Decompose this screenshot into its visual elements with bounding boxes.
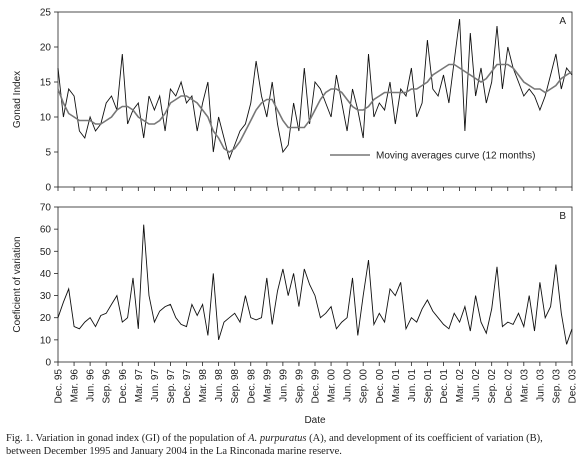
caption-text: Fig. 1. Variation in gonad index (GI) of… [6,433,249,444]
x-tick-label: Sep. 98 [230,369,241,404]
x-tick-label: Sep. 97 [166,369,177,404]
data-line [57,18,573,161]
legend-label: Moving averages curve (12 months) [376,151,536,162]
y-tick-label: 40 [40,269,52,280]
x-tick-label: Mar. 00 [327,369,338,403]
data-line [57,63,573,153]
x-tick-label: Mar. 02 [455,369,466,403]
y-tick-label: 10 [40,113,52,124]
x-tick-label: Sep. 01 [423,369,434,404]
y-tick-label: 0 [45,358,51,369]
x-tick-label: Dec. 97 [182,369,193,404]
data-line [57,224,573,345]
x-tick-label: Mar. 98 [198,369,209,403]
x-tick-label: Jun. 01 [407,369,418,402]
y-tick-label: 5 [45,148,51,159]
x-tick-label: Jun. 00 [343,369,354,402]
y-tick-label: 20 [40,313,52,324]
x-tick-label: Jun. 99 [278,369,289,402]
x-tick-label: Dec. 01 [439,369,450,404]
y-tick-label: 60 [40,225,52,236]
x-tick-label: Mar. 03 [519,369,530,403]
y-tick-label: 25 [40,8,52,19]
y-tick-label: 0 [45,183,51,194]
x-tick-label: Dec. 96 [118,369,129,404]
y-axis-title: Gonad Index [12,71,23,128]
panel-label: B [559,211,566,222]
x-tick-label: Mar. 99 [262,369,273,403]
caption-text: (A), and development of its coefficient … [6,433,543,457]
x-tick-label: Sep. 00 [359,369,370,404]
y-tick-label: 50 [40,247,52,258]
x-tick-label: Jun. 96 [86,369,97,402]
x-tick-label: Dec. 03 [568,369,579,404]
caption-species: A. purpuratus [248,433,307,444]
x-tick-label: Dec. 99 [311,369,322,404]
x-tick-label: Jun. 98 [214,369,225,402]
x-tick-label: Jun. 97 [150,369,161,402]
y-tick-label: 15 [40,78,52,89]
x-tick-label: Dec. 95 [54,369,65,404]
caption: Fig. 1. Variation in gonad index (GI) of… [6,432,580,458]
y-tick-label: 20 [40,43,52,54]
x-tick-label: Sep. 03 [551,369,562,404]
x-tick-label: Jun. 02 [471,369,482,402]
x-tick-label: Mar. 96 [70,369,81,403]
x-tick-label: Sep. 02 [487,369,498,404]
y-tick-label: 30 [40,291,52,302]
x-axis-title: Date [304,415,326,426]
panel-label: A [559,16,566,27]
x-tick-label: Jun. 03 [535,369,546,402]
x-tick-label: Mar. 97 [134,369,145,403]
x-tick-label: Dec. 02 [503,369,514,404]
x-tick-label: Sep. 96 [102,369,113,404]
x-tick-label: Dec. 00 [375,369,386,404]
y-tick-label: 10 [40,335,52,346]
y-tick-label: 70 [40,203,52,214]
x-tick-label: Sep. 99 [294,369,305,404]
y-axis-title: Coeficient of variation [12,236,23,332]
chart: 0 5 10 15 20 25 A Gonad Index Moving averages cu… [12,8,579,427]
x-tick-label: Dec. 98 [246,369,257,404]
x-tick-label: Mar. 01 [391,369,402,403]
